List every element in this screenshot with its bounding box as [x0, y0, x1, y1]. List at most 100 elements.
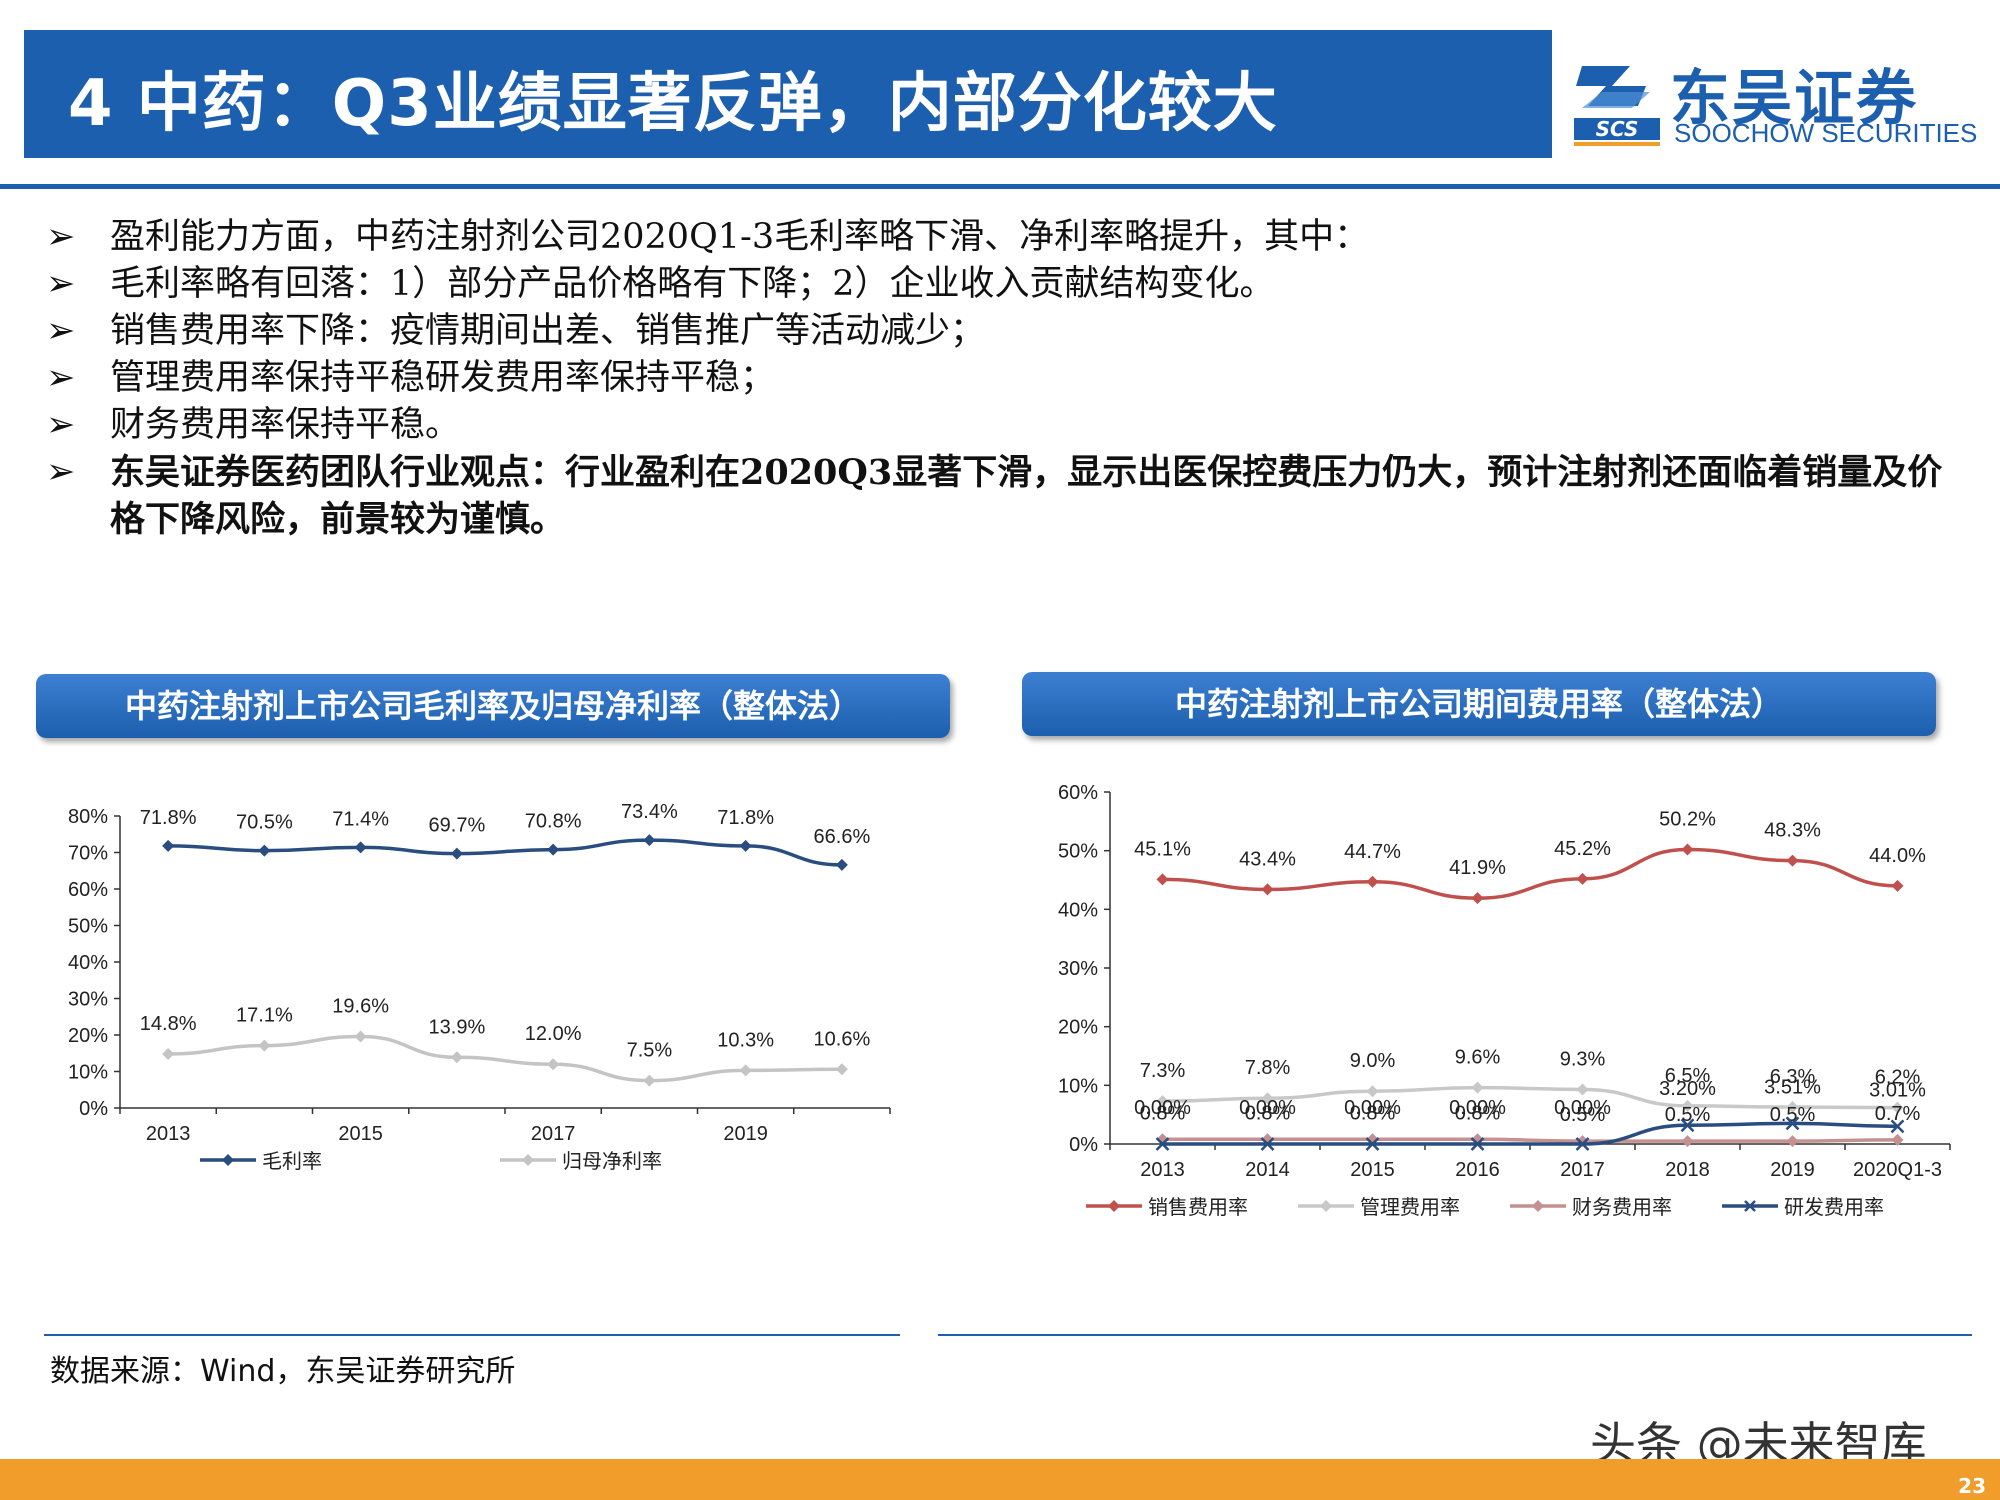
- legend-label: 研发费用率: [1784, 1196, 1884, 1219]
- legend-label: 财务费用率: [1572, 1196, 1672, 1219]
- data-point: [1471, 892, 1484, 905]
- data-label: 45.2%: [1554, 838, 1611, 860]
- footer-bar: [0, 1459, 2000, 1500]
- bullet-arrow-icon: ➢: [46, 405, 76, 445]
- bullet-arrow-icon: ➢: [46, 264, 76, 304]
- data-point: [1366, 875, 1379, 888]
- bullet-text: 毛利率略有回落：1）部分产品价格略有下降；2）企业收入贡献结构变化。: [110, 264, 1275, 304]
- data-label: 0.00%: [1239, 1097, 1296, 1119]
- y-tick-label: 0%: [79, 1098, 108, 1120]
- y-tick-label: 20%: [1058, 1017, 1098, 1039]
- company-logo: SCS 东吴证券 SOOCHOW SECURITIES: [1572, 52, 1977, 152]
- bullet-item-viewpoint: ➢ 东吴证券医药团队行业观点：行业盈利在2020Q3显著下滑，显示出医保控费压力仍…: [46, 449, 1966, 543]
- data-label: 70.8%: [525, 811, 582, 833]
- data-point: [162, 1047, 175, 1060]
- data-label: 71.8%: [140, 807, 197, 829]
- x-tick-label: 2015: [1350, 1159, 1395, 1181]
- data-point: [162, 839, 175, 852]
- data-label: 0.7%: [1875, 1103, 1921, 1125]
- legend-label: 销售费用率: [1148, 1196, 1248, 1219]
- data-point: [450, 847, 463, 860]
- data-point: [643, 1074, 656, 1087]
- data-point: [1681, 843, 1694, 856]
- data-point: [1786, 854, 1799, 867]
- data-label: 44.7%: [1344, 841, 1401, 863]
- data-label: 19.6%: [332, 995, 389, 1017]
- data-label: 6.2%: [1875, 1067, 1921, 1089]
- y-tick-label: 30%: [1058, 958, 1098, 980]
- bullet-text: 东吴证券医药团队行业观点：行业盈利在2020Q3显著下滑，显示出医保控费压力仍大…: [110, 452, 1943, 540]
- x-tick-label: 2019: [723, 1123, 768, 1145]
- data-label: 69.7%: [429, 815, 486, 837]
- data-point: [547, 1058, 560, 1071]
- data-label: 0.00%: [1134, 1097, 1191, 1119]
- data-label: 13.9%: [429, 1016, 486, 1038]
- legend-label: 毛利率: [262, 1150, 322, 1173]
- y-tick-label: 80%: [68, 806, 108, 828]
- bullet-item: ➢ 财务费用率保持平稳。: [46, 402, 1966, 449]
- legend: 毛利率 归母净利率: [200, 1150, 662, 1173]
- data-point: [739, 1064, 752, 1077]
- bullet-item: ➢ 盈利能力方面，中药注射剂公司2020Q1-3毛利率略下滑、净利率略提升，其中：: [46, 214, 1966, 261]
- data-point: [1156, 873, 1169, 886]
- data-point: [1575, 1137, 1590, 1151]
- data-source-note: 数据来源：Wind，东吴证券研究所: [50, 1354, 516, 1389]
- data-label: 10.6%: [814, 1028, 871, 1050]
- y-tick-label: 30%: [68, 989, 108, 1011]
- data-point: [1366, 1085, 1379, 1098]
- y-tick-label: 20%: [68, 1025, 108, 1047]
- series-1: 7.3% 7.8% 9.0% 9.6% 9.3% 6.5% 6.3% 6.2%: [1140, 1047, 1921, 1114]
- data-label: 7.5%: [627, 1040, 673, 1062]
- legend-label: 管理费用率: [1360, 1196, 1460, 1219]
- data-label: 66.6%: [814, 826, 871, 848]
- data-label: 45.1%: [1134, 838, 1191, 860]
- data-label: 71.8%: [717, 807, 774, 829]
- data-point: [739, 839, 752, 852]
- data-point: [354, 1030, 367, 1043]
- y-tick-label: 50%: [1058, 841, 1098, 863]
- data-label: 41.9%: [1449, 857, 1506, 879]
- data-label: 0.5%: [1560, 1104, 1606, 1126]
- x-tick-label: 2019: [1770, 1159, 1815, 1181]
- data-point: [835, 858, 848, 871]
- expense-ratio-line-chart: 0% 10% 20% 30% 40% 50% 60% 2013 2014 2015 2016 2017…: [1058, 782, 1951, 1219]
- y-tick-label: 50%: [68, 916, 108, 938]
- data-point: [1576, 872, 1589, 885]
- data-point: [1155, 1137, 1170, 1151]
- bullet-item: ➢ 毛利率略有回落：1）部分产品价格略有下降；2）企业收入贡献结构变化。: [46, 261, 1966, 308]
- data-label: 7.3%: [1140, 1060, 1186, 1082]
- data-label: 6.3%: [1770, 1066, 1816, 1088]
- x-tick-label: 2020Q1-3: [1853, 1159, 1942, 1181]
- data-label: 0.5%: [1665, 1104, 1711, 1126]
- data-point: [1681, 1135, 1694, 1148]
- title-banner: 4 中药：Q3业绩显著反弹，内部分化较大: [24, 30, 1552, 158]
- bullet-item: ➢ 管理费用率保持平稳研发费用率保持平稳；: [46, 355, 1966, 402]
- bullet-arrow-icon: ➢: [46, 311, 76, 351]
- data-point: [1891, 879, 1904, 892]
- data-label: 9.6%: [1455, 1047, 1501, 1069]
- y-tick-label: 70%: [68, 843, 108, 865]
- data-label: 10.3%: [717, 1029, 774, 1051]
- data-label: 3.01%: [1869, 1079, 1926, 1101]
- data-label: 73.4%: [621, 801, 678, 823]
- x-tick-label: 2014: [1245, 1159, 1290, 1181]
- right-chart-title: 中药注射剂上市公司期间费用率（整体法）: [1022, 672, 1936, 736]
- bullet-arrow-icon: ➢: [46, 358, 76, 398]
- legend-marker: [1108, 1200, 1120, 1212]
- data-point: [1786, 1101, 1799, 1114]
- x-tick-label: 2013: [1140, 1159, 1185, 1181]
- data-label: 50.2%: [1659, 808, 1716, 830]
- y-tick-label: 10%: [1058, 1075, 1098, 1097]
- data-point: [1890, 1119, 1905, 1134]
- legend-marker: [1744, 1200, 1756, 1212]
- data-label: 9.3%: [1560, 1048, 1606, 1070]
- data-point: [450, 1051, 463, 1064]
- bullet-text: 财务费用率保持平稳。: [110, 405, 461, 445]
- y-tick-label: 0%: [1069, 1134, 1098, 1156]
- bullet-arrow-icon: ➢: [46, 452, 76, 492]
- series-line: [1162, 1137, 1898, 1143]
- data-point: [1261, 883, 1274, 896]
- data-label: 0.8%: [1245, 1102, 1291, 1124]
- data-label: 12.0%: [525, 1023, 582, 1045]
- legend-marker: [522, 1154, 534, 1166]
